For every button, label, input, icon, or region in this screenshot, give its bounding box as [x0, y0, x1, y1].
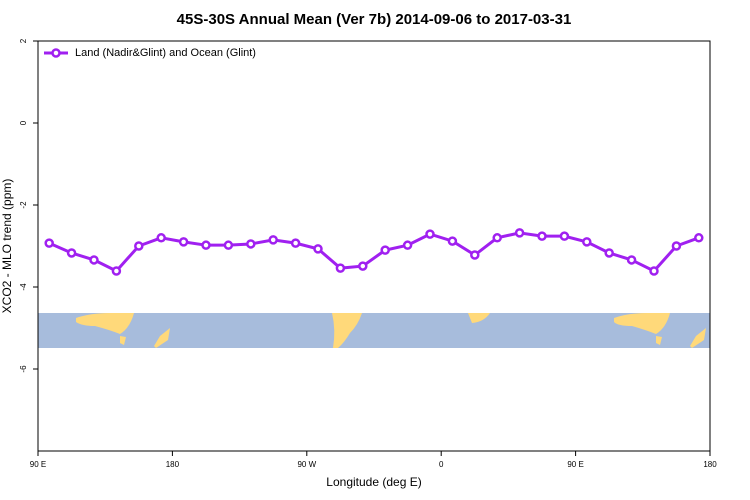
data-point — [380, 245, 390, 255]
data-point — [559, 231, 570, 241]
plot-frame — [37, 40, 711, 452]
data-point — [447, 236, 458, 246]
y-tick-label: 0 — [19, 120, 28, 125]
x-tick-label: 0 — [439, 460, 444, 469]
data-point — [111, 266, 122, 276]
data-point — [66, 248, 77, 258]
x-tick-label: 180 — [166, 460, 180, 469]
data-point — [470, 250, 480, 260]
data-point — [626, 255, 637, 265]
data-point — [492, 233, 502, 243]
legend-label: Land (Nadir&Glint) and Ocean (Glint) — [75, 47, 256, 59]
x-tick-label: 90 W — [297, 460, 316, 469]
x-tick-label: 90 E — [567, 460, 583, 469]
data-point — [582, 237, 592, 247]
y-tick-label: -6 — [19, 365, 28, 373]
x-tick-label: 180 — [703, 460, 717, 469]
data-point — [44, 238, 54, 248]
y-tick-label: -4 — [19, 283, 28, 291]
y-tick-label: -2 — [19, 201, 28, 209]
x-tick-label: 90 E — [30, 460, 46, 469]
data-point — [604, 248, 614, 258]
y-axis-label: XCO2 - MLO trend (ppm) — [0, 179, 14, 314]
data-point — [134, 241, 144, 251]
data-point — [514, 228, 525, 238]
chart-title: 45S-30S Annual Mean (Ver 7b) 2014-09-06 … — [177, 11, 572, 28]
data-point — [201, 240, 211, 250]
y-tick-label: 2 — [19, 38, 28, 43]
data-point — [156, 233, 166, 243]
data-point — [89, 255, 99, 265]
data-point — [671, 241, 682, 251]
data-point — [246, 239, 256, 249]
data-point — [290, 238, 301, 248]
data-point — [335, 263, 346, 273]
data-point — [537, 231, 547, 241]
data-point — [223, 240, 234, 250]
data-point — [402, 240, 413, 250]
data-point — [649, 266, 659, 276]
data-point — [178, 237, 189, 247]
map-strip — [38, 313, 710, 348]
data-point — [268, 235, 278, 245]
data-point — [425, 229, 435, 239]
legend-marker — [51, 48, 61, 58]
data-point — [358, 261, 368, 271]
x-axis-label: Longitude (deg E) — [326, 475, 421, 489]
data-point — [313, 244, 323, 254]
data-point — [694, 233, 704, 243]
series-line — [48, 231, 700, 273]
